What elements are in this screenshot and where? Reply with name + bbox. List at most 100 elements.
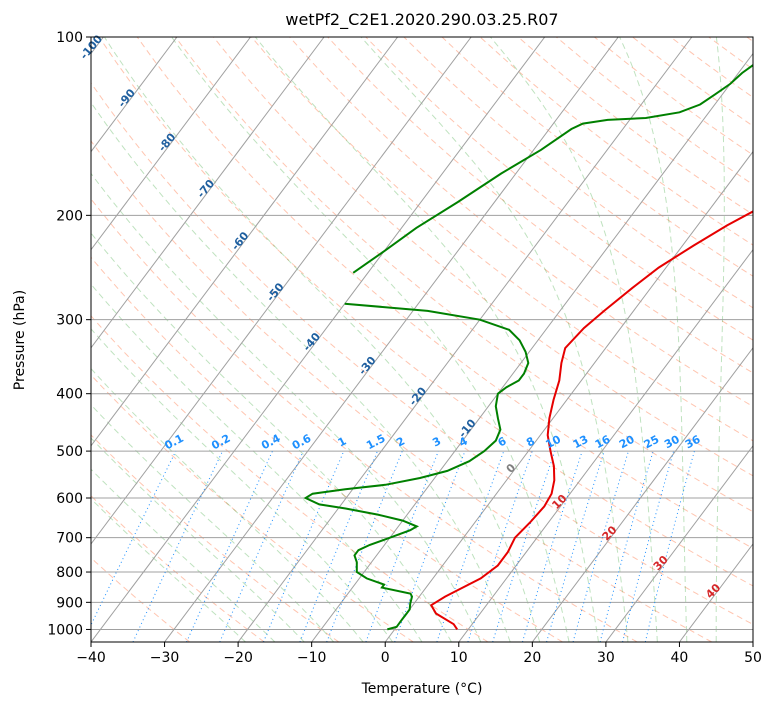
moist-adiabat-line: [91, 232, 452, 642]
mixing-ratio-label: 2: [394, 434, 407, 449]
y-tick-label: 200: [56, 208, 83, 224]
isotherm-line: [91, 37, 399, 447]
mixing-ratio-label: 0.6: [290, 432, 314, 453]
y-tick-label: 400: [56, 387, 83, 403]
mixing-ratio-line: [436, 450, 505, 642]
dry-adiabat-line: [213, 37, 753, 477]
y-tick-label: 300: [56, 313, 83, 329]
dry-adiabat-line: [746, 37, 753, 43]
moist-adiabat-label: 40: [703, 581, 723, 601]
y-tick-label: 900: [56, 595, 83, 611]
dry-adiabats: [91, 37, 753, 642]
mixing-ratio-line: [546, 450, 605, 642]
y-tick-label: 600: [56, 491, 83, 507]
x-axis: −40 −30 −20 −10 0 10 20 30 40 50: [76, 642, 762, 666]
isotherm-line: [91, 37, 472, 545]
mixing-ratio-label: 3: [430, 434, 443, 449]
dry-adiabat-line: [174, 37, 753, 513]
x-tick-label: 50: [744, 650, 762, 666]
dry-adiabat-line: [91, 495, 265, 642]
mixing-ratio-label: 0.2: [209, 432, 232, 453]
mixing-ratio-line: [492, 450, 556, 642]
isotherm-label: -80: [156, 130, 179, 154]
isotherm-line: [752, 641, 753, 642]
x-axis-label: Temperature (°C): [361, 681, 483, 697]
isotherm-line: [91, 37, 546, 642]
moist-adiabat-line: [91, 172, 482, 642]
x-tick-label: 20: [523, 650, 541, 666]
x-tick-label: −40: [76, 650, 106, 666]
moist-adiabat-line: [91, 437, 305, 642]
mixing-ratio-line: [263, 450, 345, 642]
dewpoint-upper-profile: [352, 63, 753, 274]
mixing-ratio-label: 16: [593, 433, 613, 452]
x-tick-label: −10: [297, 650, 327, 666]
dry-adiabat-line: [91, 557, 191, 642]
mixing-ratio-line: [622, 450, 675, 642]
isotherm-line: [237, 37, 693, 642]
dry-adiabat-line: [289, 37, 753, 408]
isotherm-line: [605, 445, 753, 642]
mixing-ratio-line: [394, 450, 466, 642]
mixing-ratio-label: 10: [543, 432, 563, 451]
moist-adiabat-line: [91, 468, 276, 642]
moist-adiabat-line: [619, 37, 688, 642]
mixing-ratio-label: 36: [683, 433, 703, 452]
plot-frame: [90, 36, 754, 643]
x-tick-label: 10: [450, 650, 468, 666]
moist-adiabat-line: [91, 283, 423, 642]
sounding-profiles: [303, 63, 753, 631]
mixing-ratio-label: 0.1: [162, 432, 185, 453]
moist-adiabat-line: [91, 367, 364, 642]
moist-adiabats: [91, 37, 725, 642]
y-tick-label: 1000: [47, 622, 83, 638]
y-tick-label: 800: [56, 565, 83, 581]
y-axis-label: Pressure (hPa): [12, 290, 28, 390]
moist-adiabat-line: [715, 37, 725, 642]
x-tick-label: −30: [150, 650, 180, 666]
dry-adiabat-line: [91, 374, 414, 642]
chart-title: wetPf2_C2E1.2020.290.03.25.R07: [285, 10, 558, 30]
temperature-profile: [429, 210, 753, 630]
isotherm-line: [91, 37, 251, 251]
y-tick-label: 700: [56, 531, 83, 547]
dry-adiabat-line: [91, 256, 563, 642]
dewpoint-profile: [303, 302, 530, 631]
moist-adiabat-line: [91, 328, 394, 642]
isotherm-line: [384, 150, 753, 642]
mixing-ratio-line: [522, 450, 583, 642]
mixing-ratio-line: [572, 450, 629, 642]
isotherm-label: -50: [264, 280, 287, 304]
isotherm-line: [91, 37, 178, 153]
isotherm-line: [91, 37, 325, 349]
dry-adiabat-line: [555, 37, 753, 186]
x-tick-label: −20: [223, 650, 253, 666]
moist-adiabat-line: [91, 404, 335, 642]
isotherm-label: -40: [300, 330, 323, 354]
isotherm-line: [311, 52, 753, 642]
moist-adiabat-label: 20: [600, 523, 620, 543]
y-axis: 100 200 300 400 500 600 700 800 900 1000: [47, 30, 91, 638]
dry-adiabat-line: [91, 434, 340, 642]
mixing-ratio-line: [644, 450, 695, 642]
moist-adiabat-line: [255, 37, 599, 642]
isotherm-label: -90: [115, 86, 138, 110]
mixing-ratio-label: 0.4: [259, 432, 283, 453]
mixing-ratio-label: 30: [662, 432, 682, 451]
dry-adiabat-line: [251, 37, 753, 442]
isotherm-line: [164, 37, 619, 642]
mixing-ratio-label: 20: [617, 433, 637, 452]
moist-adiabat-line: [103, 37, 541, 642]
isotherm-line: [679, 543, 753, 642]
isotherm-line: [458, 248, 753, 642]
moist-adiabat-label: 10: [549, 492, 569, 512]
dry-adiabat-line: [708, 37, 753, 70]
mixing-ratio-label: 25: [642, 433, 662, 452]
isotherm-label: -20: [406, 384, 429, 408]
mixing-ratio-line: [467, 450, 533, 642]
x-tick-label: 30: [597, 650, 615, 666]
mixing-ratio-label: 1.5: [364, 432, 387, 453]
mixing-ratio-line: [219, 450, 304, 642]
mixing-ratio-line: [299, 450, 378, 642]
